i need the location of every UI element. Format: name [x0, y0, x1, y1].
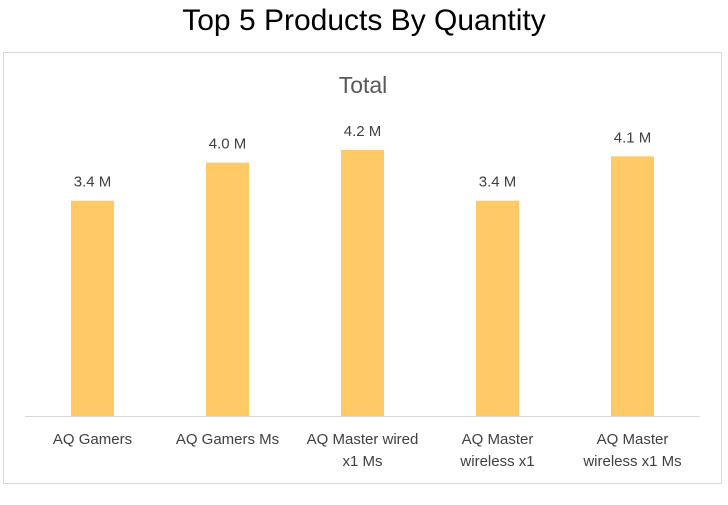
chart-title: Total — [339, 72, 388, 98]
data-label-5: 4.1 M — [614, 129, 652, 146]
category-label-line: AQ Master — [462, 431, 534, 448]
data-label-4: 3.4 M — [479, 174, 517, 191]
category-label-2: AQ Gamers Ms — [176, 431, 279, 448]
category-label-1: AQ Gamers — [53, 431, 132, 448]
category-label-line: wireless x1 Ms — [582, 453, 681, 470]
bar-4 — [476, 200, 519, 416]
category-label-line: AQ Master — [597, 431, 669, 448]
data-label-3: 4.2 M — [344, 123, 382, 140]
page-title: Top 5 Products By Quantity — [182, 4, 546, 37]
category-label-line: wireless x1 — [459, 453, 534, 470]
data-label-1: 3.4 M — [74, 174, 112, 191]
bar-2 — [206, 162, 249, 416]
bar-3 — [341, 150, 384, 416]
category-label-3: AQ Master wired x1 Ms — [307, 431, 419, 470]
category-label-line: AQ Gamers — [53, 431, 132, 448]
category-label-line: x1 Ms — [342, 453, 382, 470]
bar-1 — [71, 200, 114, 416]
category-label-4: AQ Master wireless x1 — [459, 431, 534, 470]
data-label-2: 4.0 M — [209, 136, 247, 153]
category-label-line: AQ Gamers Ms — [176, 431, 279, 448]
bar-5 — [611, 156, 654, 417]
category-label-line: AQ Master wired — [307, 431, 419, 448]
category-label-5: AQ Master wireless x1 Ms — [582, 431, 681, 470]
